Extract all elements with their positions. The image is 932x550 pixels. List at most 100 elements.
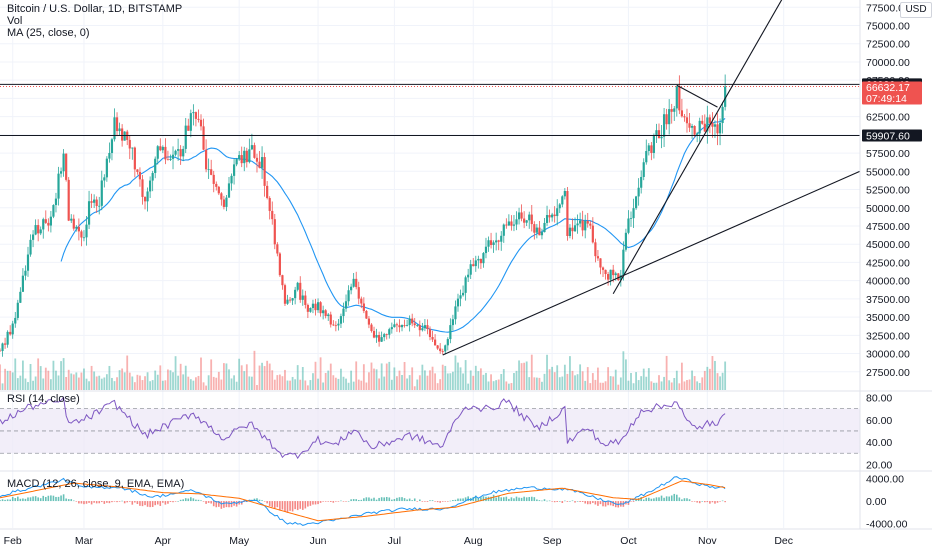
macd-histogram-bar <box>444 501 447 502</box>
trendline <box>676 84 718 108</box>
candle-body <box>276 244 279 254</box>
macd-histogram-bar <box>673 493 676 502</box>
support-tag: 59907.60 <box>866 130 910 142</box>
volume-bar <box>273 379 276 390</box>
volume-bar <box>457 362 459 390</box>
volume-bar <box>569 356 571 390</box>
macd-histogram-bar <box>548 500 551 502</box>
candle-body <box>561 196 564 205</box>
candle-body <box>528 214 531 221</box>
macd-histogram-bar <box>149 501 151 508</box>
macd-histogram-bar <box>648 497 650 502</box>
currency-button[interactable]: USD <box>900 2 932 18</box>
candle-body <box>367 318 371 325</box>
volume-bar <box>271 370 274 390</box>
volume-bar <box>719 376 721 390</box>
candle-body <box>724 86 727 107</box>
candle-body <box>563 190 566 197</box>
macd-histogram-bar <box>284 501 286 512</box>
candle-body <box>253 145 256 158</box>
candle-body <box>227 183 231 198</box>
candle-body <box>202 126 205 150</box>
volume-bar <box>525 361 528 390</box>
volume-bar <box>622 351 625 390</box>
macd-histogram-bar <box>447 501 449 502</box>
moving-average <box>60 117 726 333</box>
macd-histogram-bar <box>90 501 93 505</box>
legend-macd: MACD (12, 26, close, 9, EMA, EMA) <box>7 478 184 490</box>
candle-body <box>49 216 52 226</box>
candle-body <box>245 150 248 163</box>
macd-histogram-bar <box>329 501 332 502</box>
volume-bar <box>67 369 70 390</box>
macd-histogram-bar <box>228 501 230 508</box>
candle-body <box>110 139 114 153</box>
candle-body <box>288 299 292 301</box>
volume-bar <box>289 380 291 390</box>
candle-body <box>591 225 594 243</box>
candle-body <box>540 232 544 236</box>
candle-body <box>525 220 528 223</box>
volume-bar <box>584 380 587 390</box>
volume-bar <box>72 374 75 390</box>
candle-body <box>215 183 218 187</box>
volume-bar <box>543 373 546 390</box>
macd-histogram-bar <box>62 494 65 502</box>
candle-body <box>65 153 68 180</box>
candle-body <box>698 120 701 134</box>
volume-bar <box>401 374 403 390</box>
candle-body <box>507 221 510 226</box>
macd-histogram-bar <box>164 501 167 505</box>
candle-body <box>161 146 164 151</box>
candle-body <box>596 256 600 259</box>
macd-histogram-bar <box>464 497 467 502</box>
volume-bar <box>98 375 101 390</box>
candle-body <box>80 231 83 238</box>
candle-body <box>439 348 442 352</box>
macd-histogram-bar <box>676 494 678 502</box>
macd-histogram-bar <box>22 498 24 502</box>
candle-body <box>352 278 355 287</box>
candle-body <box>342 308 345 317</box>
rsi-tick-label: 40.00 <box>866 437 892 449</box>
volume-bar <box>619 377 622 390</box>
volume-bar <box>625 359 627 390</box>
candle-body <box>240 155 243 164</box>
candle-body <box>520 212 523 219</box>
candle-body <box>273 219 276 245</box>
macd-histogram-bar <box>640 497 642 502</box>
macd-histogram-bar <box>401 497 403 502</box>
volume-bar <box>413 386 416 390</box>
price-tick-label: 30000.00 <box>866 349 910 361</box>
candle-body <box>212 174 215 184</box>
macd-histogram-bar <box>317 501 319 505</box>
volume-bar <box>146 372 149 390</box>
volume-bar <box>128 372 131 390</box>
candle-body <box>291 298 294 301</box>
macd-histogram-bar <box>612 501 614 507</box>
macd-histogram-bar <box>482 496 485 502</box>
candle-body <box>339 316 343 324</box>
macd-histogram-bar <box>202 501 205 502</box>
candle-body <box>556 208 559 217</box>
candle-body <box>113 117 116 140</box>
macd-histogram-bar <box>416 501 419 502</box>
volume-bar <box>258 365 261 390</box>
volume-bar <box>261 362 263 390</box>
volume-bar <box>612 376 615 390</box>
candle-body <box>622 249 625 276</box>
volume-bar <box>673 377 676 390</box>
volume-bar <box>375 369 378 390</box>
volume-bar <box>474 365 477 390</box>
candle-body <box>395 324 399 326</box>
volume-bar <box>411 367 414 390</box>
price-tick-label: 70000.00 <box>866 57 910 69</box>
macd-histogram-bar <box>355 499 358 502</box>
time-tick-label: Oct <box>620 535 636 547</box>
volume-bar <box>93 371 96 390</box>
macd-histogram-bar <box>225 501 228 508</box>
macd-histogram-bar <box>0 500 1 502</box>
time-tick-label: Dec <box>774 535 793 547</box>
volume-bar <box>52 360 55 390</box>
volume-bar <box>558 377 561 390</box>
